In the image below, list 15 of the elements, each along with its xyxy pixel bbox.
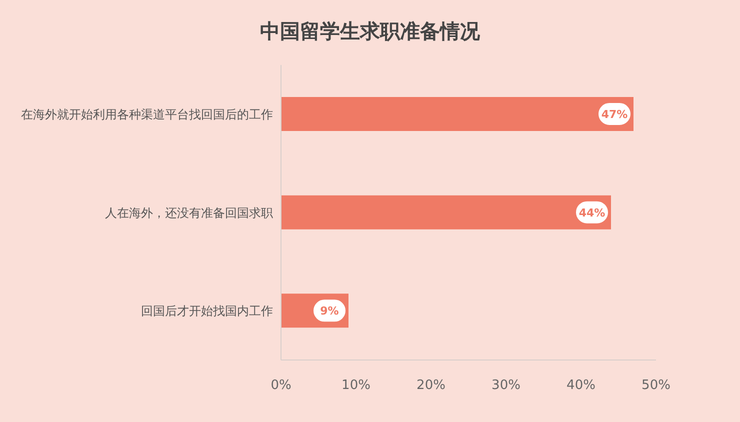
data-label: 44% — [578, 206, 606, 220]
chart-title: 中国留学生求职准备情况 — [259, 18, 481, 45]
bar — [281, 195, 611, 230]
x-tick-label: 10% — [342, 378, 370, 394]
y-tick-label: 人在海外，还没有准备回国求职 — [105, 206, 273, 220]
x-tick-label: 0% — [270, 378, 292, 394]
x-tick-label: 50% — [642, 378, 670, 394]
y-tick-label: 在海外就开始利用各种渠道平台找回国后的工作 — [21, 107, 273, 122]
bar — [281, 97, 634, 131]
data-label: 9% — [320, 304, 339, 318]
x-tick-label: 20% — [416, 378, 446, 394]
data-label: 47% — [601, 108, 628, 121]
y-tick-label: 回国后才开始找国内工作 — [141, 304, 273, 318]
x-tick-label: 40% — [566, 378, 596, 394]
x-tick-label: 30% — [492, 378, 520, 394]
